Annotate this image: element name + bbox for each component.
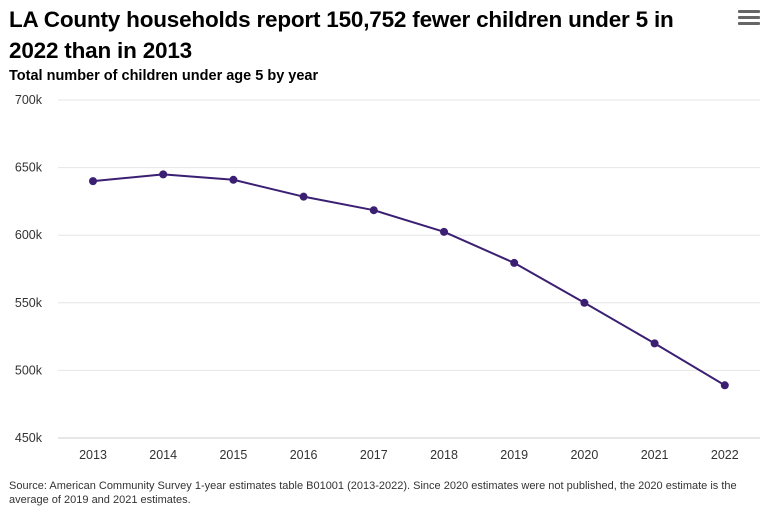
x-tick-label: 2017	[360, 448, 388, 462]
x-tick-label: 2014	[149, 448, 177, 462]
data-point	[89, 177, 97, 186]
y-tick-label: 650k	[15, 161, 43, 175]
x-tick-label: 2018	[430, 448, 458, 462]
hamburger-menu-icon[interactable]	[738, 10, 760, 28]
x-tick-label: 2020	[570, 448, 598, 462]
x-tick-label: 2013	[79, 448, 107, 462]
y-tick-label: 450k	[15, 431, 43, 445]
chart-title: LA County households report 150,752 fewe…	[9, 7, 674, 63]
data-point	[720, 381, 729, 390]
series-line	[92, 173, 726, 387]
x-tick-label: 2022	[711, 448, 739, 462]
data-point	[580, 298, 589, 307]
data-point	[159, 170, 168, 179]
data-point	[229, 175, 238, 184]
x-tick-label: 2015	[219, 448, 247, 462]
data-point	[650, 339, 659, 348]
x-tick-label: 2021	[641, 448, 669, 462]
y-tick-label: 500k	[15, 363, 43, 377]
chart-subtitle: Total number of children under age 5 by …	[9, 68, 319, 84]
y-tick-label: 600k	[15, 228, 43, 242]
y-tick-label: 700k	[15, 93, 43, 107]
data-point	[369, 206, 378, 215]
source-note: Source: American Community Survey 1-year…	[9, 480, 737, 506]
data-point	[440, 227, 448, 236]
data-point	[299, 192, 308, 201]
data-point	[510, 258, 519, 267]
x-tick-label: 2019	[500, 448, 528, 462]
y-tick-label: 550k	[15, 296, 43, 310]
x-tick-label: 2016	[290, 448, 318, 462]
